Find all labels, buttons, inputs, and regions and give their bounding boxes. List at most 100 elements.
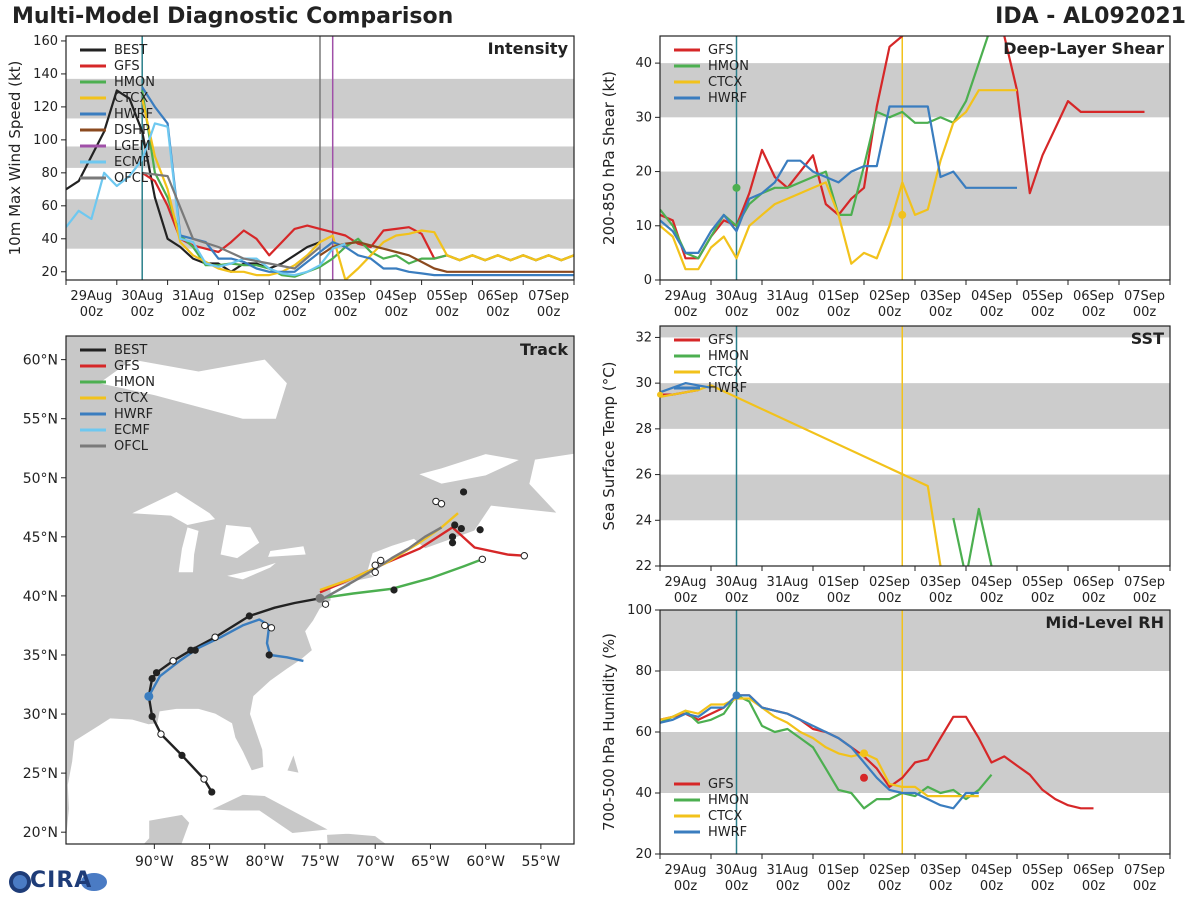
track-lon-label: 65°W — [411, 854, 450, 870]
shear-xtick-day: 02Sep — [869, 289, 910, 304]
rh-xtick-day: 31Aug — [767, 863, 809, 878]
sst-xtick-hour: 00z — [929, 591, 953, 606]
track-lat-label: 30°N — [23, 707, 58, 723]
rh-xtick-day: 05Sep — [1022, 863, 1063, 878]
intensity-ytick-label: 40 — [41, 232, 58, 247]
sst-legend-label-hmon: HMON — [708, 349, 749, 364]
track-lat-label: 55°N — [23, 412, 58, 428]
shear-series-hwrf — [660, 105, 1017, 254]
rh-title: Mid-Level RH — [1045, 613, 1164, 632]
intensity-legend-label-ecmf: ECMF — [114, 155, 150, 170]
intensity-xtick-hour: 00z — [435, 305, 459, 320]
track-position-marker — [451, 521, 459, 529]
track-series-ofcl — [319, 526, 443, 602]
bahamas — [286, 752, 300, 774]
rh-xtick-day: 01Sep — [818, 863, 859, 878]
rh-xtick-hour: 00z — [1133, 879, 1157, 894]
sst-series-hmon — [952, 507, 993, 566]
intensity-xtick-hour: 00z — [181, 305, 205, 320]
sst-xtick-hour: 00z — [1031, 591, 1055, 606]
sst-xtick-day: 04Sep — [971, 575, 1012, 590]
intensity-xtick-day: 30Aug — [121, 289, 163, 304]
track-legend-label-ctcx: CTCX — [114, 391, 148, 406]
track-position-marker — [265, 651, 273, 659]
intensity-xtick-day: 31Aug — [172, 289, 214, 304]
intensity-legend-label-gfs: GFS — [114, 59, 140, 74]
storm-id-label: IDA - AL092021 — [995, 4, 1186, 29]
yucatan — [142, 814, 191, 844]
intensity-xtick-hour: 00z — [537, 305, 561, 320]
sst-title: SST — [1131, 329, 1164, 348]
track-svg: 90°W 85°W 80°W 75°W 70°W 65°W 60°W 55°W 20°N 25°N… — [23, 335, 575, 870]
rh-ytick-label: 80 — [635, 664, 652, 679]
sst-ytick-label: 30 — [635, 376, 652, 391]
rh-panel: 20 40 60 80 100 29Aug 00z 30Aug 00z 31Aug 00z 01Sep… — [600, 600, 1200, 900]
track-position-marker — [152, 669, 161, 677]
track-position-marker — [457, 524, 465, 533]
track-lon-label: 80°W — [245, 854, 284, 870]
sst-ylabel: Sea Surface Temp (°C) — [600, 361, 618, 530]
track-lon-label: 90°W — [135, 854, 174, 870]
track-lat-label: 40°N — [23, 589, 58, 605]
sst-xtick-hour: 00z — [674, 591, 698, 606]
rh-plot-area — [660, 610, 1170, 854]
sst-ytick-label: 24 — [635, 513, 652, 528]
track-forecast-marker — [478, 555, 487, 563]
shear-xtick-hour: 00z — [980, 305, 1004, 320]
intensity-xtick-day: 02Sep — [274, 289, 315, 304]
track-forecast-marker — [200, 775, 208, 783]
sst-ytick-label: 22 — [635, 559, 652, 574]
track-series-hwrf — [147, 618, 304, 697]
rh-xtick-day: 02Sep — [869, 863, 910, 878]
track-plot-area — [66, 336, 574, 844]
track-series-hmon — [319, 558, 483, 600]
lake-superior — [132, 491, 216, 526]
shear-legend-label-hwrf: HWRF — [708, 91, 747, 106]
track-forecast-marker — [169, 657, 177, 665]
shear-series-gfs — [660, 36, 1145, 260]
rh-legend-label-gfs: GFS — [708, 777, 734, 792]
track-lon-label: 75°W — [301, 854, 340, 870]
shear-xtick-hour: 00z — [674, 305, 698, 320]
rh-xtick-day: 03Sep — [920, 863, 961, 878]
intensity-legend-label-hmon: HMON — [114, 75, 155, 90]
sst-ytick-label: 28 — [635, 422, 652, 437]
intensity-xtick-hour: 00z — [131, 305, 155, 320]
shear-xtick-hour: 00z — [1031, 305, 1055, 320]
logo-text: CIRA — [30, 868, 93, 893]
rh-ytick-label: 60 — [635, 725, 652, 740]
shear-xtick-day: 06Sep — [1073, 289, 1114, 304]
sst-xtick-hour: 00z — [878, 591, 902, 606]
track-position-marker — [148, 675, 156, 683]
intensity-plot-area — [66, 36, 574, 280]
rh-ytick-label: 100 — [627, 603, 652, 618]
track-position-marker — [448, 533, 457, 541]
track-position-marker — [208, 788, 216, 796]
track-position-marker — [448, 539, 457, 547]
intensity-series-ctcx — [141, 98, 574, 280]
rh-svg: 2040608010029Aug00z30Aug00z31Aug00z01Sep… — [600, 603, 1171, 894]
rh-legend-label-hwrf: HWRF — [708, 825, 747, 840]
shear-plot-area — [660, 36, 1170, 280]
shear-xtick-day: 01Sep — [818, 289, 859, 304]
rh-series-hwrf — [660, 694, 979, 810]
sst-series-hwrf — [660, 381, 712, 394]
rh-ctcx-marker — [860, 749, 868, 758]
shear-ytick-label: 10 — [635, 219, 652, 234]
track-lat-label: 45°N — [23, 530, 58, 546]
intensity-ytick-label: 160 — [33, 34, 58, 49]
rh-xtick-hour: 00z — [827, 879, 851, 894]
rh-xtick-hour: 00z — [725, 879, 749, 894]
shear-band-0 — [660, 171, 1170, 226]
shear-xtick-day: 03Sep — [920, 289, 961, 304]
track-legend-label-best: BEST — [114, 343, 147, 358]
track-forecast-marker — [371, 568, 379, 576]
rh-xtick-day: 30Aug — [716, 863, 758, 878]
track-legend-label-gfs: GFS — [114, 359, 140, 374]
rh-xtick-hour: 00z — [674, 879, 698, 894]
shear-legend-label-hmon: HMON — [708, 59, 749, 74]
sst-plot-area — [660, 326, 1170, 566]
sst-xtick-hour: 00z — [725, 591, 749, 606]
rh-xtick-hour: 00z — [980, 879, 1004, 894]
rh-series-ctcx — [660, 697, 979, 798]
